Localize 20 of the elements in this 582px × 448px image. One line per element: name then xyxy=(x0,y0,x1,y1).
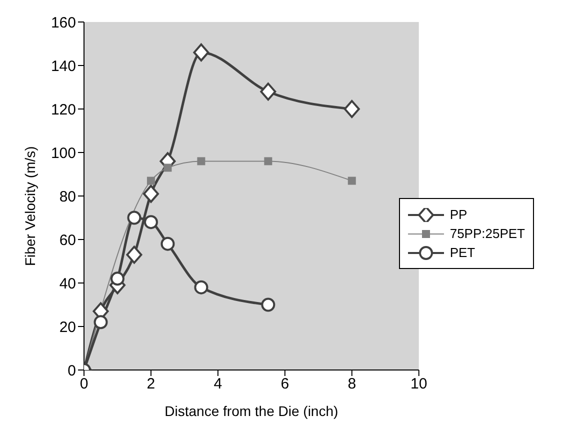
x-tick-label: 8 xyxy=(348,376,356,393)
y-tick-label: 120 xyxy=(50,101,76,118)
x-tick-label: 0 xyxy=(80,376,88,393)
y-tick-label: 60 xyxy=(59,232,76,249)
x-tick-label: 2 xyxy=(146,376,156,393)
y-tick-label: 140 xyxy=(50,58,76,75)
legend-label: PET xyxy=(450,245,476,260)
y-tick-label: 100 xyxy=(50,144,76,162)
x-tick-label: 10 xyxy=(410,376,428,393)
y-axis-title: Fiber Velocity (m/s) xyxy=(22,146,38,266)
y-tick-label: 40 xyxy=(59,275,76,292)
x-axis-title: Distance from the Die (inch) xyxy=(164,403,338,419)
x-tick-label: 4 xyxy=(214,376,222,393)
legend-label: 75PP:25PET xyxy=(450,226,525,241)
y-tick-label: 20 xyxy=(59,318,76,336)
y-tick-label: 80 xyxy=(59,188,76,206)
x-tick-label: 6 xyxy=(280,376,290,393)
y-tick-label: 0 xyxy=(68,362,76,380)
y-tick-label: 160 xyxy=(50,14,76,32)
legend-label: PP xyxy=(450,207,468,222)
